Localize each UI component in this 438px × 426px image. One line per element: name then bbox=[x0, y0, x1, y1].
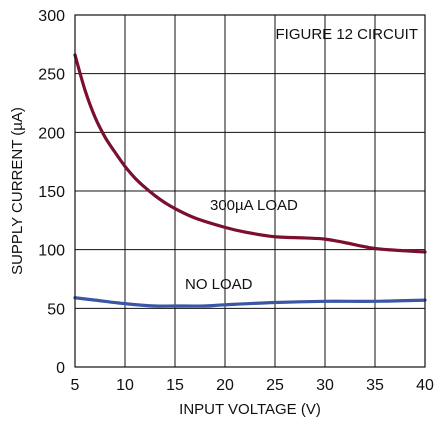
x-tick-label-30: 30 bbox=[316, 377, 334, 394]
y-axis-label: SUPPLY CURRENT (µA) bbox=[9, 107, 26, 275]
y-tick-label-150: 150 bbox=[38, 184, 65, 201]
x-tick-label-35: 35 bbox=[366, 377, 384, 394]
figure-annotation: FIGURE 12 CIRCUIT bbox=[275, 26, 418, 43]
x-tick-label-20: 20 bbox=[216, 377, 234, 394]
series-line-0 bbox=[73, 53, 427, 254]
grid bbox=[74, 14, 426, 368]
y-tick-label-250: 250 bbox=[38, 67, 65, 84]
series-label-no-load: NO LOAD bbox=[185, 276, 253, 293]
x-tick-label-15: 15 bbox=[166, 377, 184, 394]
series-label-300ua-load: 300µA LOAD bbox=[210, 197, 298, 214]
chart-labels: FIGURE 12 CIRCUIT 300µA LOAD NO LOAD INP… bbox=[9, 26, 418, 418]
y-tick-label-100: 100 bbox=[38, 243, 65, 260]
series-group bbox=[73, 53, 427, 308]
y-tick-label-300: 300 bbox=[38, 8, 65, 25]
tick-labels: 5 10 15 20 25 30 35 40 0 50 100 150 200 250 300 bbox=[38, 8, 434, 394]
y-tick-label-50: 50 bbox=[47, 301, 65, 318]
x-axis-label: INPUT VOLTAGE (V) bbox=[179, 401, 321, 418]
series-line-1 bbox=[73, 296, 427, 308]
y-tick-label-0: 0 bbox=[56, 360, 65, 377]
x-tick-label-25: 25 bbox=[266, 377, 284, 394]
y-tick-label-200: 200 bbox=[38, 125, 65, 142]
x-tick-label-5: 5 bbox=[71, 377, 80, 394]
x-tick-label-40: 40 bbox=[416, 377, 434, 394]
plot-frame bbox=[74, 14, 426, 368]
x-tick-label-10: 10 bbox=[116, 377, 134, 394]
